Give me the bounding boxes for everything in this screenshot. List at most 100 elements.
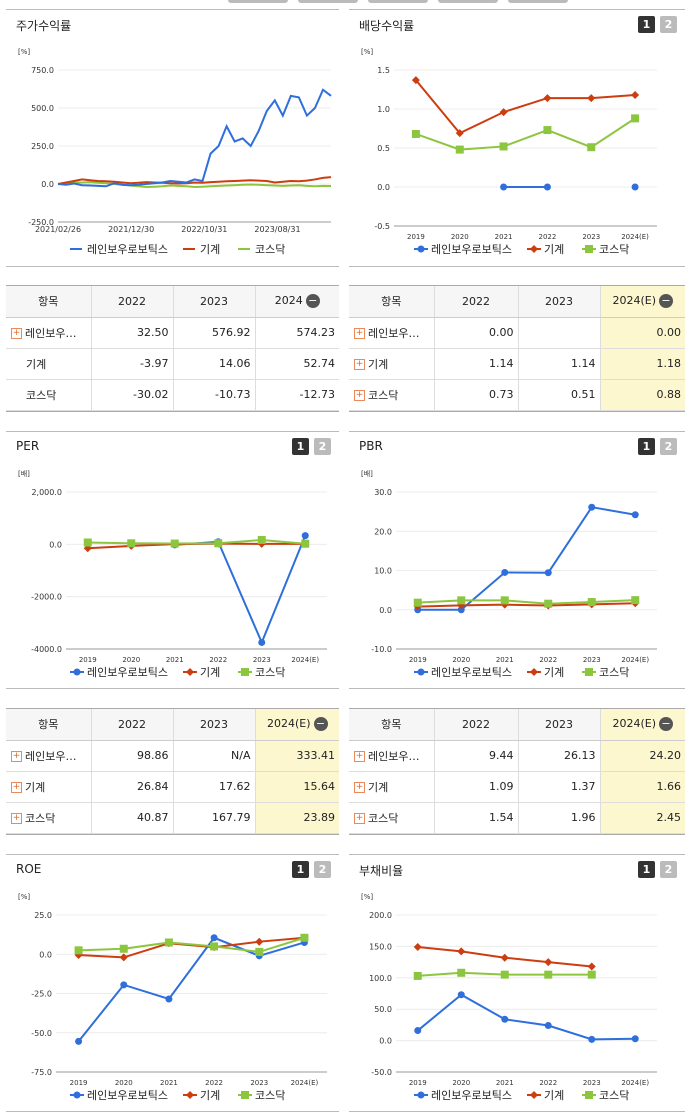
expand-icon[interactable]: + [354,782,365,793]
data-point[interactable] [544,599,553,608]
top-tab[interactable] [508,0,568,3]
data-point[interactable] [500,953,509,962]
legend-item-rainbow[interactable]: 레인보우로보틱스 [70,666,168,679]
legend-marker[interactable] [186,1091,194,1099]
data-point[interactable] [255,937,264,946]
data-point[interactable] [543,183,551,191]
expand-icon[interactable]: + [354,328,365,339]
view-button-2[interactable]: 2 [660,861,677,878]
view-button-1[interactable]: 1 [638,438,655,455]
data-point[interactable] [457,606,465,614]
data-point[interactable] [257,535,266,544]
data-point[interactable] [127,539,136,548]
data-point[interactable] [631,596,640,605]
data-point[interactable] [413,943,422,952]
view-button-2[interactable]: 2 [660,16,677,33]
data-point[interactable] [170,539,179,548]
row-name-cell[interactable]: + 코스닥 [6,802,91,834]
collapse-icon[interactable]: − [313,717,328,732]
top-tab[interactable] [368,0,428,3]
data-point[interactable] [210,934,218,942]
expand-icon[interactable]: + [11,813,22,824]
legend-item-rainbow[interactable]: 레인보우로보틱스 [414,1089,512,1102]
expand-icon[interactable]: + [354,390,365,401]
data-point[interactable] [544,569,552,577]
data-point[interactable] [587,94,596,103]
data-point[interactable] [457,596,466,605]
view-button-1[interactable]: 1 [292,861,309,878]
legend-marker[interactable] [417,1091,425,1099]
view-button-2[interactable]: 2 [314,438,331,455]
data-point[interactable] [499,142,508,151]
data-point[interactable] [587,970,596,979]
top-tab[interactable] [298,0,358,3]
row-name-cell[interactable]: + 레인보우… [6,317,91,349]
top-tab[interactable] [228,0,288,3]
data-point[interactable] [631,114,640,123]
legend-marker[interactable] [585,1091,593,1099]
data-point[interactable] [544,958,553,967]
data-point[interactable] [501,1015,509,1023]
data-point[interactable] [455,145,464,154]
legend-item-machine[interactable]: 기계 [183,1089,220,1102]
legend-marker[interactable] [585,668,593,676]
row-name-cell[interactable]: + 레인보우… [349,740,434,772]
data-point[interactable] [413,598,422,607]
legend-marker[interactable] [417,245,425,253]
data-point[interactable] [631,1035,639,1043]
data-point[interactable] [457,968,466,977]
expand-icon[interactable]: + [11,782,22,793]
expand-icon[interactable]: + [354,359,365,370]
expand-icon[interactable]: + [11,328,22,339]
legend-item-kosdaq[interactable]: 코스닥 [582,666,629,679]
data-point[interactable] [455,129,464,138]
legend-marker[interactable] [417,668,425,676]
data-point[interactable] [301,532,309,540]
legend-marker[interactable] [530,1091,538,1099]
row-name-cell[interactable]: + 기계 [6,771,91,803]
legend-marker[interactable] [585,245,593,253]
data-point[interactable] [587,962,596,971]
legend-marker[interactable] [241,668,249,676]
data-point[interactable] [631,183,639,191]
data-point[interactable] [411,129,420,138]
view-button-1[interactable]: 1 [292,438,309,455]
view-button-2[interactable]: 2 [660,438,677,455]
data-point[interactable] [544,1022,552,1030]
data-point[interactable] [258,638,266,646]
data-point[interactable] [83,538,92,547]
data-point[interactable] [301,539,310,548]
row-name-cell[interactable]: + 코스닥 [349,379,434,411]
data-point[interactable] [120,981,128,989]
legend-item-machine[interactable]: 기계 [183,243,220,256]
data-point[interactable] [543,126,552,135]
data-point[interactable] [587,143,596,152]
view-button-2[interactable]: 2 [314,861,331,878]
expand-icon[interactable]: + [354,751,365,762]
data-point[interactable] [500,183,508,191]
data-point[interactable] [457,991,465,999]
legend-item-kosdaq[interactable]: 코스닥 [582,1089,629,1102]
data-point[interactable] [411,76,420,85]
legend-item-kosdaq[interactable]: 코스닥 [238,666,285,679]
view-button-1[interactable]: 1 [638,16,655,33]
data-point[interactable] [74,946,83,955]
data-point[interactable] [631,511,639,519]
collapse-icon[interactable]: − [305,294,320,309]
legend-marker[interactable] [73,1091,81,1099]
data-point[interactable] [501,568,509,576]
data-point[interactable] [457,947,466,956]
data-point[interactable] [587,598,596,607]
row-name-cell[interactable]: + 레인보우… [6,740,91,772]
legend-marker[interactable] [73,668,81,676]
legend-marker[interactable] [530,668,538,676]
data-point[interactable] [300,933,309,942]
collapse-icon[interactable]: − [659,717,674,732]
data-point[interactable] [255,947,264,956]
legend-item-rainbow[interactable]: 레인보우로보틱스 [70,1089,168,1102]
legend-item-machine[interactable]: 기계 [527,1089,564,1102]
data-point[interactable] [413,971,422,980]
expand-icon[interactable]: + [11,751,22,762]
row-name-cell[interactable]: + 기계 [349,771,434,803]
data-point[interactable] [588,503,596,511]
